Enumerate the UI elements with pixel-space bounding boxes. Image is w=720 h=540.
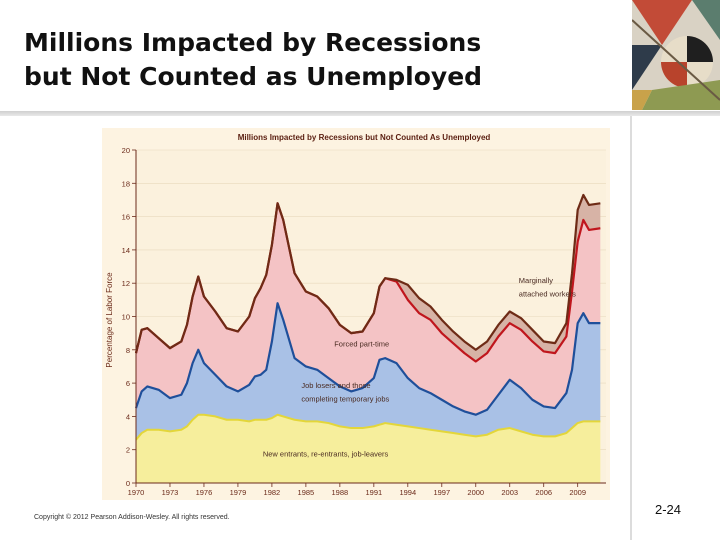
x-tick-label: 1991 bbox=[365, 488, 382, 497]
y-tick-label: 12 bbox=[122, 279, 130, 288]
line-job-losers bbox=[134, 302, 601, 416]
x-tick-label: 2003 bbox=[501, 488, 518, 497]
annotation-label: attached workers bbox=[519, 290, 576, 299]
chart-title: Millions Impacted by Recessions but Not … bbox=[238, 133, 491, 142]
y-tick-label: 4 bbox=[126, 412, 130, 421]
annotation-label: completing temporary jobs bbox=[301, 394, 389, 403]
area-new-entrants bbox=[136, 414, 601, 483]
annotation-label: Forced part-time bbox=[334, 339, 389, 348]
x-tick-label: 2000 bbox=[467, 488, 484, 497]
area-forced-part-time bbox=[136, 203, 601, 415]
chart-container: 0 2 4 6 8 10 12 14 16 18 20 1970 1973 1976 1979 1982 198… bbox=[102, 128, 610, 500]
x-tick-label: 1988 bbox=[332, 488, 349, 497]
annotation-label: Job losers and those bbox=[301, 381, 370, 390]
decorative-artwork bbox=[632, 0, 720, 110]
y-tick-label: 18 bbox=[122, 179, 130, 188]
y-tick-label: 8 bbox=[126, 346, 130, 355]
x-tick-label: 1985 bbox=[298, 488, 315, 497]
y-tick-label: 0 bbox=[126, 479, 130, 488]
x-tick-label: 1979 bbox=[230, 488, 247, 497]
line-marginally-attached bbox=[134, 193, 601, 354]
slide-number: 2-24 bbox=[655, 502, 682, 517]
slide-title-line-1: Millions Impacted by Recessions bbox=[24, 28, 482, 57]
annotation-label: Marginally bbox=[519, 276, 553, 285]
area-marginally-attached bbox=[136, 194, 601, 362]
x-tick-label: 1982 bbox=[264, 488, 281, 497]
x-tick-label: 1976 bbox=[196, 488, 213, 497]
x-tick-label: 2006 bbox=[535, 488, 552, 497]
right-side-band bbox=[630, 116, 720, 540]
slide-title-line-2: but Not Counted as Unemployed bbox=[24, 62, 483, 91]
y-tick-label: 20 bbox=[122, 146, 130, 155]
y-tick-label: 16 bbox=[122, 213, 130, 222]
line-new-entrants bbox=[135, 413, 601, 441]
copyright-notice: Copyright © 2012 Pearson Addison-Wesley.… bbox=[34, 514, 230, 521]
y-tick-label: 2 bbox=[126, 446, 130, 455]
x-tick-label: 1997 bbox=[433, 488, 450, 497]
x-tick-label: 1973 bbox=[162, 488, 179, 497]
y-tick-label: 10 bbox=[122, 313, 130, 322]
chart-svg: 0 2 4 6 8 10 12 14 16 18 20 1970 1973 1976 1979 1982 198… bbox=[102, 128, 610, 500]
x-tick-label: 1970 bbox=[128, 488, 145, 497]
slide-title: Millions Impacted by Recessions but Not … bbox=[24, 26, 614, 94]
title-divider bbox=[0, 111, 720, 116]
annotation-label: New entrants, re-entrants, job-leavers bbox=[263, 449, 389, 458]
area-job-losers bbox=[136, 303, 601, 440]
y-axis-label: Percentage of Labor Force bbox=[105, 272, 114, 368]
x-tick-label: 1994 bbox=[399, 488, 416, 497]
y-tick-label: 14 bbox=[122, 246, 130, 255]
x-tick-label: 2009 bbox=[569, 488, 586, 497]
y-tick-label: 6 bbox=[126, 379, 130, 388]
